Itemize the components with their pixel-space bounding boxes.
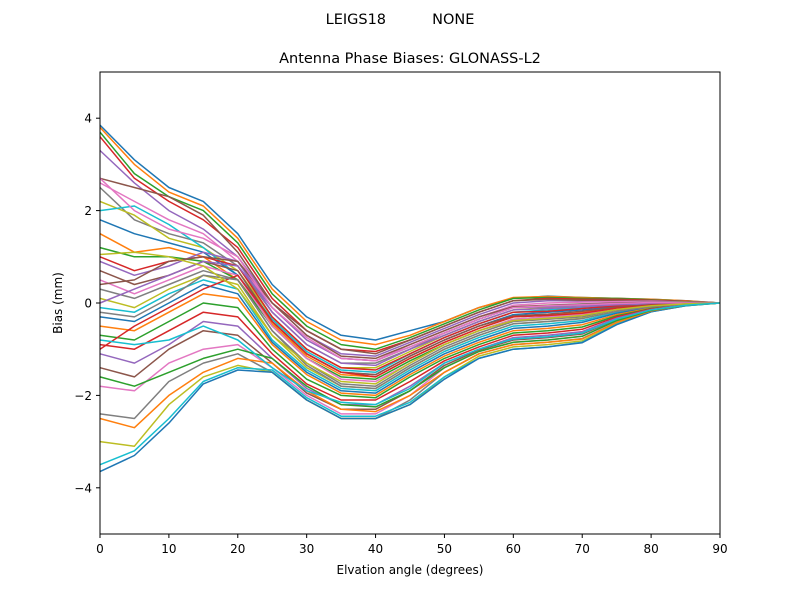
series-line-20 [99, 279, 721, 392]
y-tick-label: 0 [84, 297, 92, 311]
series-lines [99, 124, 721, 473]
series-line-39 [99, 251, 721, 385]
x-tick-label: 10 [161, 542, 176, 556]
series-line-6 [99, 177, 721, 355]
y-axis-ticks: −4 −2 0 2 4 [74, 112, 100, 495]
y-tick-label: 2 [84, 204, 92, 218]
series-line-24 [99, 302, 721, 401]
series-line-22 [99, 293, 721, 397]
series-line-38 [99, 274, 721, 390]
x-tick-label: 50 [437, 542, 452, 556]
x-tick-label: 70 [575, 542, 590, 556]
series-line-33 [99, 302, 721, 408]
x-axis-label: Elvation angle (degrees) [337, 563, 484, 577]
series-line-30 [99, 302, 721, 466]
x-tick-label: 60 [506, 542, 521, 556]
x-tick-label: 20 [230, 542, 245, 556]
series-line-3 [99, 131, 721, 350]
y-tick-label: −2 [74, 389, 92, 403]
y-tick-label: 4 [84, 112, 92, 126]
series-line-34 [99, 274, 721, 378]
series-line-37 [99, 177, 720, 362]
x-tick-label: 30 [299, 542, 314, 556]
series-line-23 [99, 302, 721, 399]
y-axis-label: Bias (mm) [51, 272, 65, 334]
series-line-31 [99, 302, 721, 473]
x-tick-label: 0 [96, 542, 104, 556]
figure-suptitle: LEIGS18 NONE [326, 12, 475, 28]
series-line-21 [99, 283, 721, 394]
x-tick-label: 40 [368, 542, 383, 556]
x-tick-label: 80 [643, 542, 658, 556]
chart-title: Antenna Phase Biases: GLONASS-L2 [279, 51, 541, 67]
x-axis-ticks: 0 10 20 30 40 50 60 70 80 90 [96, 534, 728, 556]
series-line-15 [99, 251, 720, 367]
series-line-25 [99, 302, 721, 406]
series-line-40 [99, 302, 721, 406]
y-tick-label: −4 [74, 481, 92, 495]
series-line-32 [99, 302, 721, 429]
x-tick-label: 90 [712, 542, 727, 556]
